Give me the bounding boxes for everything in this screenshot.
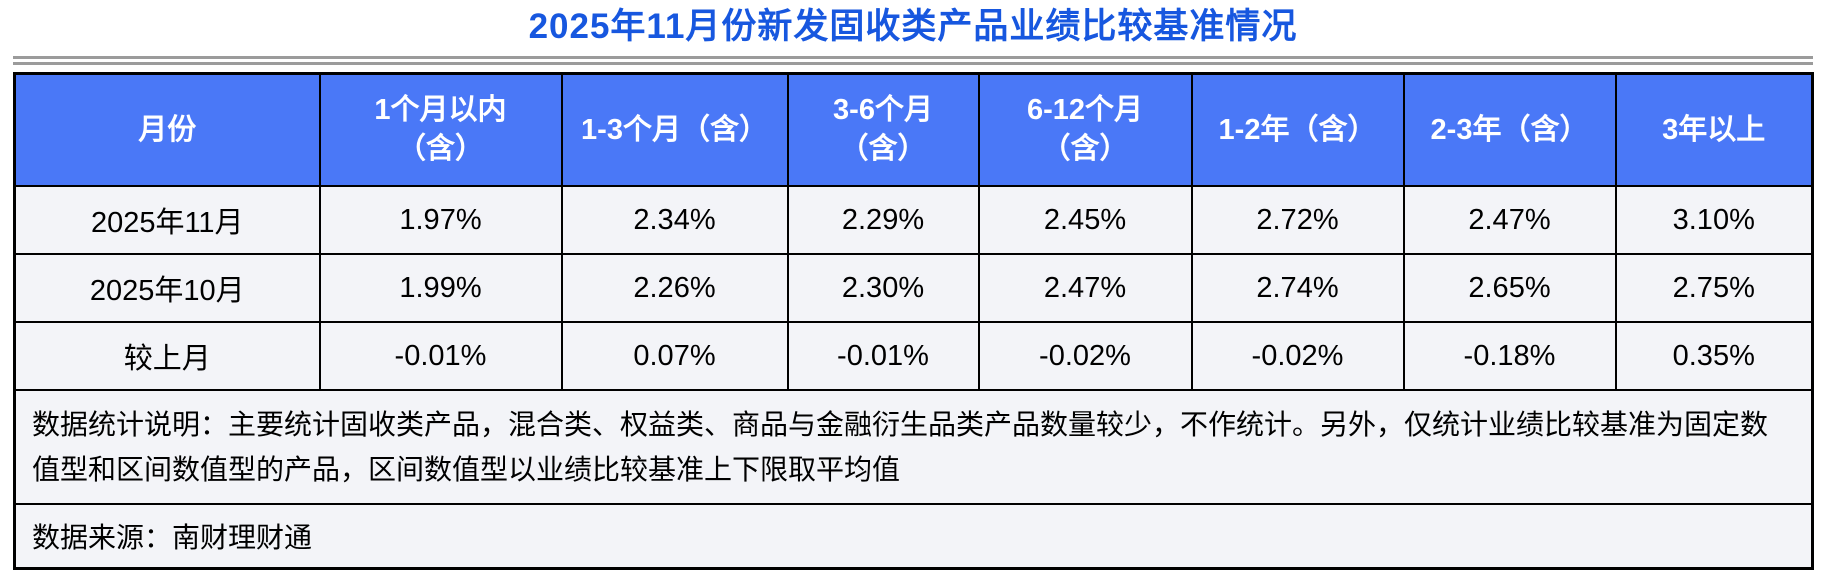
col-header-over-3y: 3年以上 [1614, 72, 1814, 188]
col-header-3-6m: 3-6个月 （含） [786, 72, 980, 188]
cell: -0.01% [318, 321, 563, 392]
col-header-1-3m: 1-3个月（含） [560, 72, 789, 188]
page-title: 2025年11月份新发固收类产品业绩比较基准情况 [528, 7, 1298, 46]
cell: -0.02% [977, 321, 1193, 392]
source-row: 数据来源：南财理财通 [13, 503, 1814, 570]
cell: 2.45% [977, 185, 1193, 256]
cell: 2.47% [1402, 185, 1617, 256]
col-header-under-1m: 1个月以内 （含） [318, 72, 563, 188]
note-row: 数据统计说明：主要统计固收类产品，混合类、权益类、商品与金融衍生品类产品数量较少… [13, 389, 1814, 506]
cell: 2.47% [977, 253, 1193, 324]
cell: -0.01% [786, 321, 980, 392]
cell: 1.97% [318, 185, 563, 256]
cell: 2.74% [1190, 253, 1405, 324]
cell: -0.02% [1190, 321, 1405, 392]
row-label: 较上月 [13, 321, 321, 392]
table-header-row: 月份 1个月以内 （含） 1-3个月（含） 3-6个月 （含） 6-12个月 （… [13, 72, 1814, 188]
cell: 2.30% [786, 253, 980, 324]
col-header-6-12m: 6-12个月 （含） [977, 72, 1193, 188]
table-row-2025-10: 2025年10月 1.99% 2.26% 2.30% 2.47% 2.74% 2… [13, 253, 1814, 324]
title-divider [13, 56, 1813, 66]
table-row-2025-11: 2025年11月 1.97% 2.34% 2.29% 2.45% 2.72% 2… [13, 185, 1814, 256]
cell: -0.18% [1402, 321, 1617, 392]
cell: 1.99% [318, 253, 563, 324]
col-header-1-2y: 1-2年（含） [1190, 72, 1405, 188]
cell: 2.26% [560, 253, 789, 324]
cell: 2.65% [1402, 253, 1617, 324]
row-label: 2025年11月 [13, 185, 321, 256]
cell: 2.34% [560, 185, 789, 256]
statistics-note: 数据统计说明：主要统计固收类产品，混合类、权益类、商品与金融衍生品类产品数量较少… [13, 389, 1814, 506]
col-header-2-3y: 2-3年（含） [1402, 72, 1617, 188]
table-row-mom-change: 较上月 -0.01% 0.07% -0.01% -0.02% -0.02% -0… [13, 321, 1814, 392]
cell: 2.29% [786, 185, 980, 256]
benchmark-table: 月份 1个月以内 （含） 1-3个月（含） 3-6个月 （含） 6-12个月 （… [13, 72, 1814, 571]
cell: 2.75% [1614, 253, 1814, 324]
data-source: 数据来源：南财理财通 [13, 503, 1814, 570]
col-header-month: 月份 [13, 72, 321, 188]
cell: 3.10% [1614, 185, 1814, 256]
cell: 2.72% [1190, 185, 1405, 256]
cell: 0.07% [560, 321, 789, 392]
cell: 0.35% [1614, 321, 1814, 392]
row-label: 2025年10月 [13, 253, 321, 324]
